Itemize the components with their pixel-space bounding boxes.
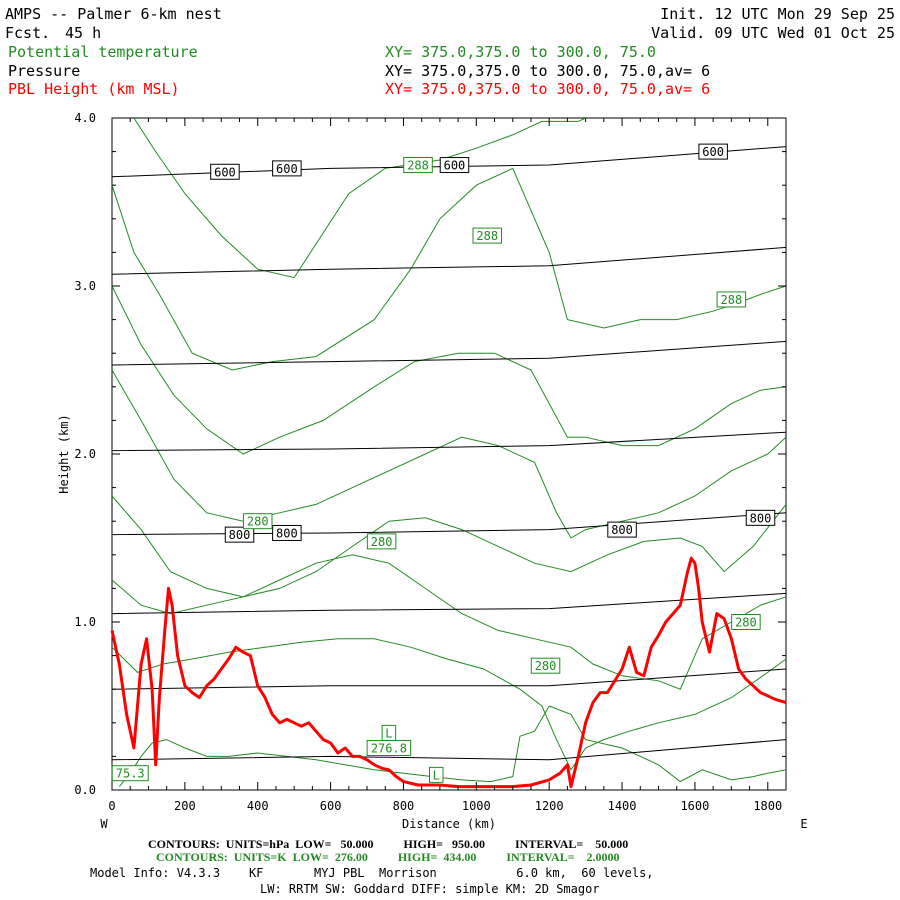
x-tick-label: 1400	[608, 799, 637, 813]
theta-contour-288	[133, 117, 586, 279]
fcst-value: 45 h	[65, 24, 101, 42]
contour-label-box	[439, 157, 470, 174]
contour-label: 288	[407, 159, 429, 173]
valid-time: Valid. 09 UTC Wed 01 Oct 25	[651, 24, 895, 42]
contour-label: 600	[444, 159, 466, 173]
west-label: W	[100, 817, 108, 831]
contour-label-box	[472, 227, 503, 244]
x-tick-label: 800	[393, 799, 415, 813]
field-name-pbl: PBL Height (km MSL)	[8, 80, 180, 98]
footer-model-info: Model Info: V4.3.3 KF MYJ PBL Morrison 6…	[90, 866, 654, 880]
x-tick-label: 600	[320, 799, 342, 813]
x-tick-label: 1800	[753, 799, 782, 813]
theta-contour-276	[118, 705, 787, 787]
init-time: Init. 12 UTC Mon 29 Sep 25	[660, 5, 895, 23]
y-tick-label: 1.0	[74, 615, 96, 629]
contour-label-box	[210, 163, 240, 180]
x-tick-label: 1600	[680, 799, 709, 813]
contour-label-box	[224, 526, 255, 543]
contour-label-box	[111, 765, 149, 782]
pbl-height-line	[110, 556, 787, 789]
contour-label-box	[366, 740, 412, 756]
contour-label: L	[385, 726, 392, 740]
chart-title: AMPS -- Palmer 6-km nest	[5, 5, 222, 23]
pressure-contour-950	[111, 739, 787, 761]
contour-label-box	[428, 766, 444, 783]
x-tick-label: 1200	[535, 799, 564, 813]
contour-label: 600	[214, 165, 236, 179]
contour-label: 280	[535, 659, 557, 673]
contour-label: 280	[371, 535, 393, 549]
footer-theta-contours: CONTOURS: UNITS=K LOW= 276.00 HIGH= 434.…	[156, 850, 620, 864]
theta-contours	[111, 117, 787, 787]
theta-contour-278	[111, 638, 787, 771]
contour-label-box	[530, 657, 561, 674]
fcst-label: Fcst.	[5, 24, 50, 42]
theta-contour-280	[111, 554, 787, 690]
pressure-contour-800	[111, 512, 787, 536]
theta-contour-286	[111, 285, 787, 455]
contour-label-box	[403, 157, 433, 174]
contour-label: 800	[276, 526, 298, 540]
x-tick-label: 0	[108, 799, 115, 813]
x-tick-label: 200	[174, 799, 196, 813]
contour-label: 600	[276, 162, 298, 176]
x-axis-title: Distance (km)	[402, 817, 496, 831]
y-tick-label: 2.0	[74, 447, 96, 461]
field-name-theta: Potential temperature	[8, 43, 198, 61]
field-xy-theta: XY= 375.0,375.0 to 300.0, 75.0	[385, 43, 656, 61]
east-label: E	[800, 817, 807, 831]
x-tick-label: 1000	[462, 799, 491, 813]
contour-label: 288	[721, 293, 743, 307]
y-tick-label: 4.0	[74, 111, 96, 125]
contour-label: 280	[735, 616, 757, 630]
contour-label: L	[433, 768, 440, 782]
contour-label-box	[272, 160, 302, 177]
contour-label-box	[272, 524, 302, 541]
theta-contour-288	[111, 167, 787, 371]
axes: 0 200 400 600 800 1000 1200 1400 1600 1800 0.0 1.0 2…	[74, 111, 786, 813]
field-xy-pressure: XY= 375.0,375.0 to 300.0, 75.0,av= 6	[385, 62, 710, 80]
pressure-contour-700	[111, 340, 787, 366]
contour-label: 800	[229, 528, 251, 542]
y-tick-label: 3.0	[74, 279, 96, 293]
pressure-contour-900	[111, 668, 787, 690]
contour-label-box	[607, 521, 637, 538]
footer-pressure-contours: CONTOURS: UNITS=hPa LOW= 50.000 HIGH= 95…	[148, 837, 628, 851]
contour-label: 75.3	[116, 767, 145, 781]
contour-label: 600	[702, 145, 724, 159]
y-axis-title: Height (km)	[57, 414, 71, 493]
contour-label-box	[716, 291, 747, 308]
contour-label-box	[366, 533, 397, 550]
contour-label-box	[242, 513, 273, 530]
plot-frame	[111, 117, 787, 791]
contour-label-box	[745, 509, 776, 526]
y-tick-label: 0.0	[74, 783, 96, 797]
pressure-contour-750	[111, 431, 787, 452]
theta-contour-282	[111, 495, 787, 598]
contour-label: 276.8	[371, 742, 407, 756]
contour-label: 280	[247, 515, 269, 529]
x-tick-label: 400	[247, 799, 269, 813]
field-xy-pbl: XY= 375.0,375.0 to 300.0, 75.0,av= 6	[385, 80, 710, 98]
field-name-pressure: Pressure	[8, 62, 80, 80]
contour-label-box	[698, 143, 728, 160]
contour-label: 800	[750, 511, 772, 525]
contour-labels: 600 600 600 600 800 800 800 800 288 288 288 280 280 2…	[111, 143, 776, 783]
pressure-contour-850	[111, 592, 787, 615]
pressure-contour-650	[111, 246, 787, 275]
contour-label: 800	[611, 523, 633, 537]
footer-model-info-2: LW: RRTM SW: Goddard DIFF: simple KM: 2D…	[260, 882, 600, 896]
pressure-contours	[111, 146, 787, 761]
contour-label: 288	[476, 229, 498, 243]
pbl-height-series	[110, 556, 787, 789]
contour-label-box	[731, 614, 761, 630]
theta-contour-284	[111, 369, 787, 539]
